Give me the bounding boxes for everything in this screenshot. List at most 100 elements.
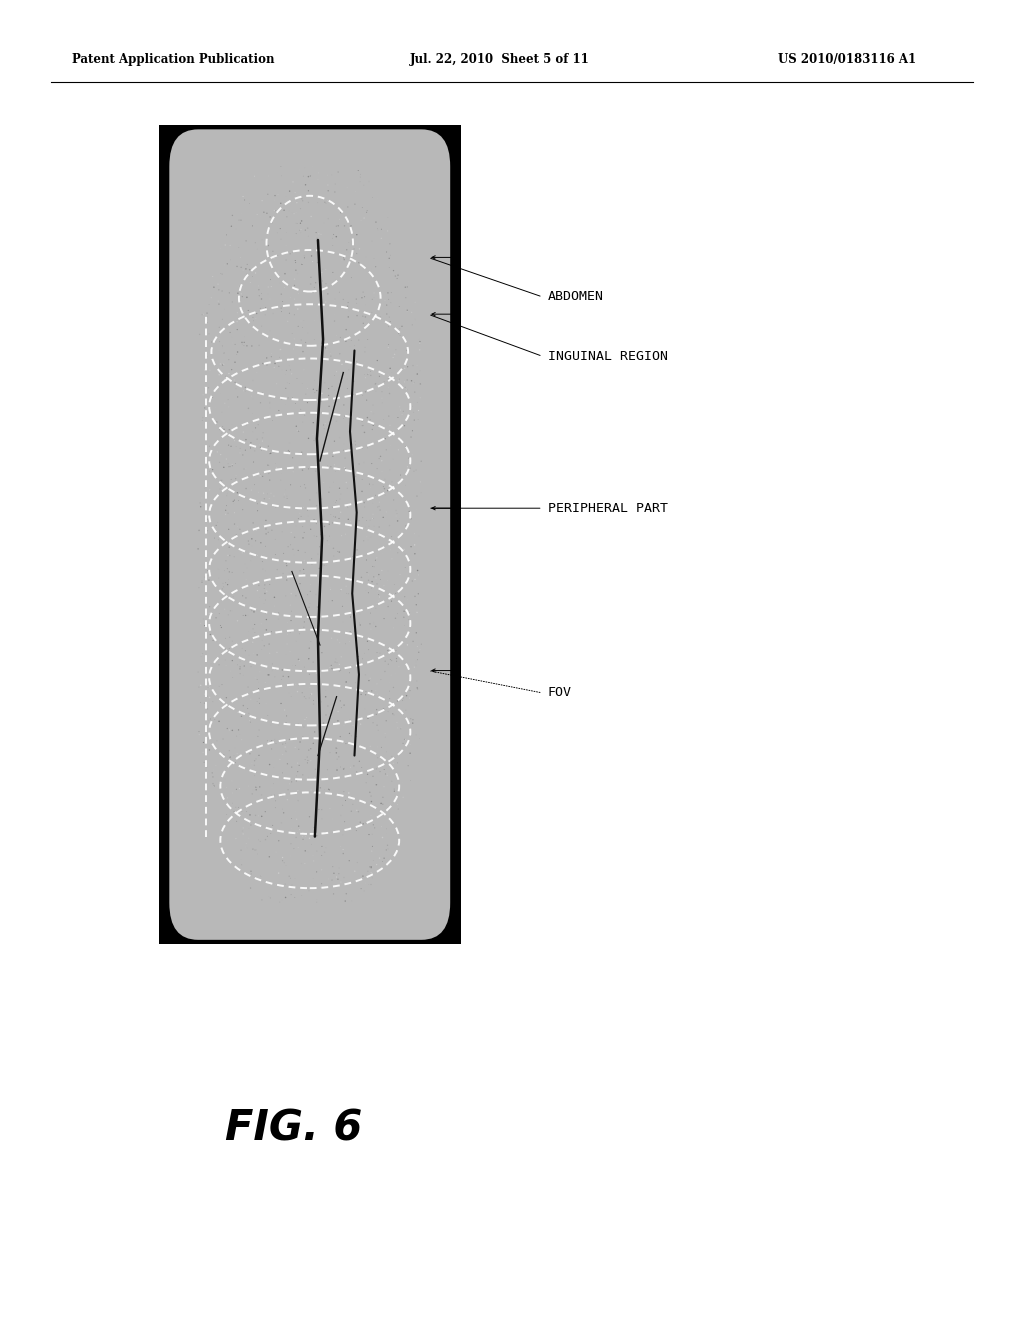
Point [204, 401, 220, 422]
Point [327, 461, 343, 482]
Point [216, 298, 232, 319]
Point [238, 230, 254, 251]
Point [353, 684, 370, 705]
Point [238, 429, 254, 450]
Point [329, 325, 345, 346]
Point [293, 506, 309, 527]
Point [260, 276, 276, 297]
Point [268, 642, 285, 663]
Point [294, 826, 310, 847]
Point [285, 242, 301, 263]
Point [376, 409, 392, 430]
Point [193, 692, 209, 713]
Point [351, 751, 368, 772]
Point [409, 594, 425, 615]
Point [338, 576, 354, 597]
Point [401, 500, 418, 521]
Point [366, 286, 382, 308]
Point [360, 429, 377, 450]
Point [253, 789, 269, 810]
Point [252, 776, 268, 797]
Point [377, 651, 393, 672]
Point [373, 793, 389, 814]
Point [327, 290, 343, 312]
Point [272, 339, 289, 360]
Point [412, 339, 428, 360]
Point [407, 586, 423, 607]
Point [224, 333, 241, 354]
Point [317, 259, 334, 280]
Point [231, 276, 248, 297]
Point [253, 612, 269, 634]
Point [331, 383, 347, 404]
Point [390, 799, 407, 820]
Point [249, 669, 265, 690]
Point [279, 554, 295, 576]
Point [358, 549, 375, 570]
Point [218, 495, 234, 516]
Point [371, 496, 387, 517]
Point [365, 711, 381, 733]
Point [238, 376, 254, 397]
Point [263, 738, 280, 759]
Point [295, 726, 311, 747]
Point [224, 649, 241, 671]
Point [260, 454, 276, 475]
Point [264, 653, 281, 675]
Point [341, 723, 357, 744]
Point [394, 315, 411, 337]
Point [193, 496, 209, 517]
Point [307, 878, 324, 899]
Point [297, 157, 313, 178]
Point [359, 574, 376, 595]
Point [332, 478, 348, 499]
Point [410, 392, 426, 413]
Point [289, 420, 305, 441]
Point [331, 746, 347, 767]
Point [312, 777, 329, 799]
Point [232, 849, 249, 870]
Point [329, 866, 345, 887]
Point [259, 203, 275, 224]
Point [309, 825, 326, 846]
Point [340, 508, 356, 529]
Point [196, 609, 212, 630]
Point [348, 800, 365, 821]
Point [201, 710, 217, 731]
Point [261, 846, 278, 867]
Point [305, 412, 322, 433]
Point [273, 284, 290, 305]
Point [411, 583, 427, 605]
Point [296, 558, 312, 579]
Point [274, 847, 291, 869]
Point [350, 330, 367, 351]
Point [279, 222, 295, 243]
Point [292, 160, 308, 181]
Point [253, 866, 269, 887]
Point [371, 583, 387, 605]
Point [295, 341, 311, 362]
Point [307, 272, 324, 293]
Point [380, 480, 396, 502]
Point [202, 624, 218, 645]
Point [261, 463, 278, 484]
Point [287, 305, 303, 326]
Point [266, 729, 283, 750]
Point [412, 329, 428, 350]
Point [321, 378, 337, 399]
Point [372, 499, 388, 520]
Point [234, 585, 251, 606]
Point [343, 890, 359, 911]
Point [214, 401, 230, 422]
Point [326, 491, 342, 512]
Point [316, 185, 333, 206]
Point [224, 793, 241, 814]
Point [286, 338, 302, 359]
Point [285, 387, 301, 408]
Point [215, 573, 231, 594]
Point [370, 496, 386, 517]
Point [238, 458, 254, 479]
Point [292, 213, 308, 234]
Point [321, 779, 337, 800]
Point [259, 730, 275, 751]
